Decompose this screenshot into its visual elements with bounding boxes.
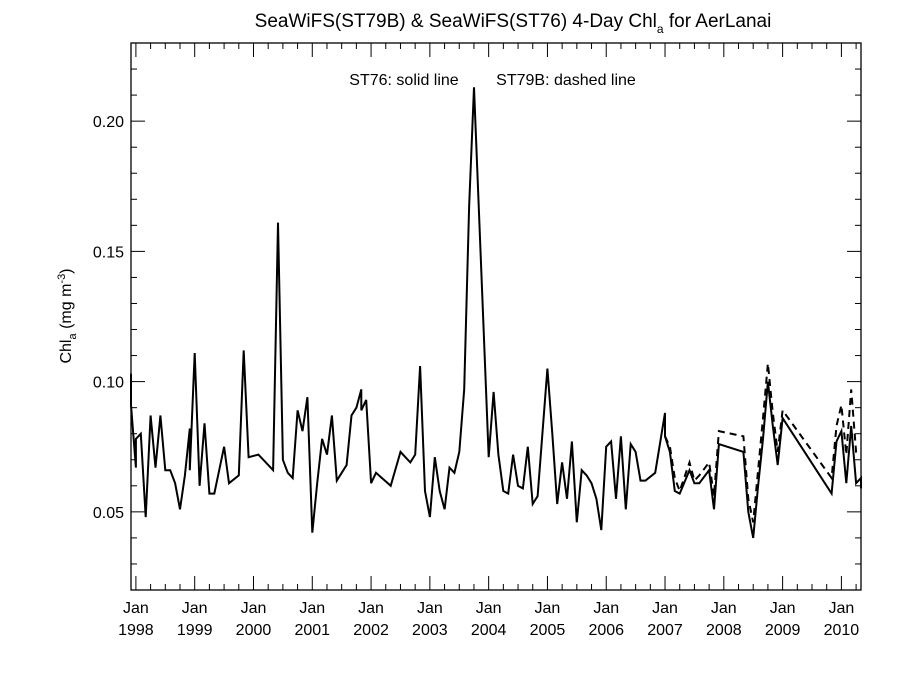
x-tick-label-year: 1999 xyxy=(177,622,213,639)
x-tick-label-month: Jan xyxy=(829,600,855,617)
x-tick-label-year: 2004 xyxy=(471,622,507,639)
y-axis-label-unit: (mg m xyxy=(58,284,75,334)
y-axis-label: Chla (mg m-3) xyxy=(56,268,79,363)
y-tick-label: 0.15 xyxy=(93,244,124,261)
x-tick-label-month: Jan xyxy=(358,600,384,617)
x-tick-label-month: Jan xyxy=(241,600,267,617)
chart-title-tail: for AerLanai xyxy=(664,11,772,32)
plot-frame xyxy=(130,42,862,591)
chart-title-subscript: a xyxy=(657,22,664,36)
y-tick-label: 0.05 xyxy=(93,505,124,522)
x-tick-label-month: Jan xyxy=(535,600,561,617)
x-tick-label-year: 2000 xyxy=(236,622,272,639)
y-axis-label-close: ) xyxy=(58,268,75,273)
y-axis-label-superscript: -3 xyxy=(56,274,68,284)
x-tick-label-month: Jan xyxy=(417,600,443,617)
annotation-dashed-line: ST79B: dashed line xyxy=(496,72,636,89)
x-tick-label-year: 1998 xyxy=(118,622,154,639)
x-tick-label-year: 2008 xyxy=(706,622,742,639)
y-tick-label: 0.20 xyxy=(93,114,124,131)
x-tick-label-month: Jan xyxy=(476,600,502,617)
series-lines xyxy=(130,87,862,539)
x-tick-label-year: 2003 xyxy=(412,622,448,639)
x-axis-ticks: Jan 1998 Jan 1999 Jan 2000 Jan 2001 Jan 2002 Jan 20… xyxy=(118,43,859,639)
chart-title-main: SeaWiFS(ST79B) & SeaWiFS(ST76) 4-Day Chl xyxy=(255,11,657,32)
x-tick-label-month: Jan xyxy=(711,600,737,617)
x-tick-label-month: Jan xyxy=(593,600,619,617)
chart-title: SeaWiFS(ST79B) & SeaWiFS(ST76) 4-Day Chl… xyxy=(255,11,772,36)
series-line-st79b xyxy=(664,363,862,523)
y-axis-label-subscript: a xyxy=(67,333,79,340)
y-tick-label: 0.10 xyxy=(93,375,124,392)
x-tick-label-month: Jan xyxy=(123,600,149,617)
x-tick-label-year: 2002 xyxy=(353,622,389,639)
x-tick-label-month: Jan xyxy=(182,600,208,617)
x-tick-label-year: 2006 xyxy=(588,622,624,639)
x-tick-label-month: Jan xyxy=(770,600,796,617)
annotation-solid-line: ST76: solid line xyxy=(349,72,458,89)
x-tick-label-year: 2009 xyxy=(765,622,801,639)
series-line-st76 xyxy=(130,87,862,539)
x-tick-label-year: 2005 xyxy=(530,622,566,639)
x-tick-label-year: 2007 xyxy=(647,622,683,639)
y-axis-label-main: Chl xyxy=(58,340,75,364)
x-tick-label-year: 2001 xyxy=(294,622,330,639)
x-tick-label-month: Jan xyxy=(652,600,678,617)
y-axis-ticks: 0.05 0.10 0.15 0.20 xyxy=(93,42,861,591)
x-tick-label-year: 2010 xyxy=(824,622,860,639)
x-tick-label-month: Jan xyxy=(299,600,325,617)
